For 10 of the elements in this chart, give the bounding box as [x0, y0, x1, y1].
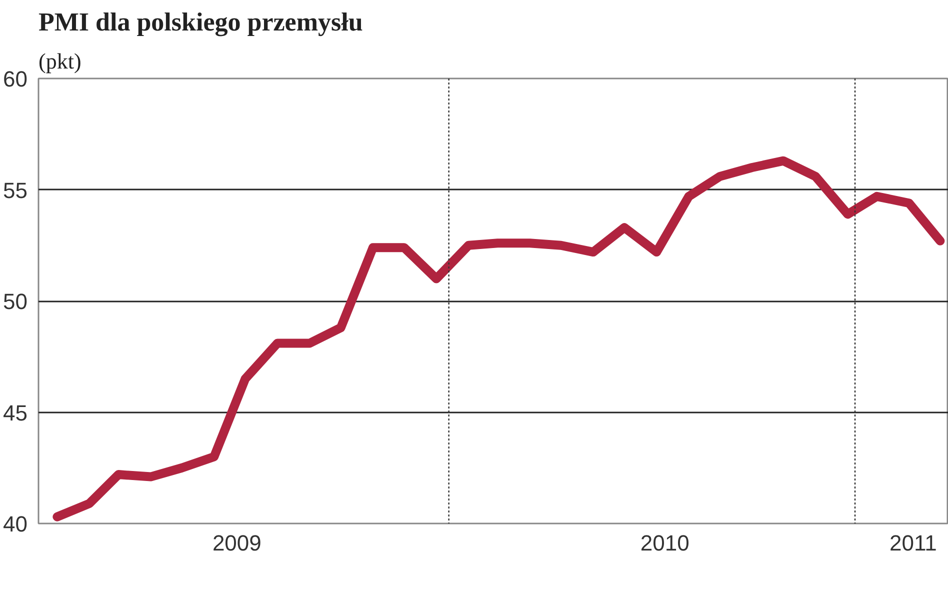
y-tick-label: 60: [3, 66, 28, 92]
y-tick-label: 55: [3, 178, 28, 203]
y-tick-label: 40: [3, 512, 28, 536]
x-tick-label: 2011: [890, 530, 937, 556]
y-tick-label: 45: [3, 400, 28, 426]
chart-subtitle: (pkt): [38, 48, 82, 74]
y-tick-label: 50: [3, 289, 28, 314]
chart-title: PMI dla polskiego przemysłu: [38, 8, 363, 36]
x-tick-label: 2009: [212, 530, 262, 556]
x-tick-label: 2010: [640, 530, 690, 556]
